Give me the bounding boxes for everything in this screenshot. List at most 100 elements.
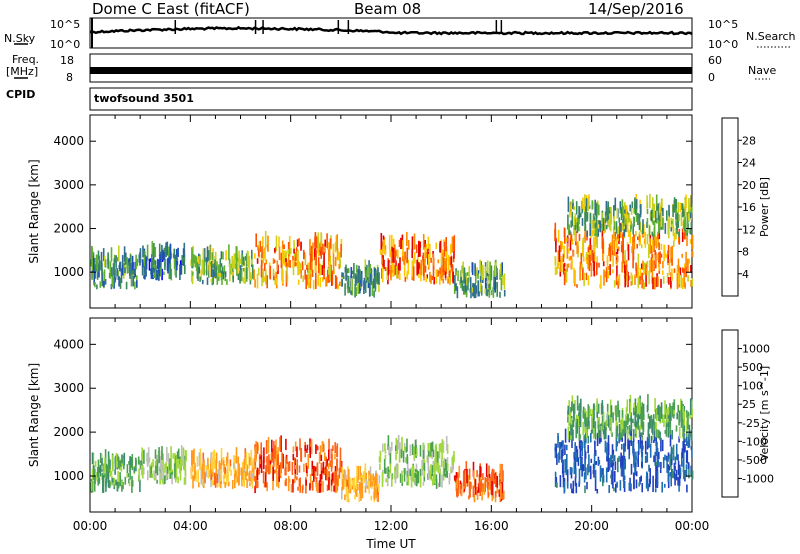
power-echo-cell	[636, 268, 638, 276]
nsky-line	[89, 25, 693, 36]
velocity-echo-cell	[605, 467, 608, 483]
velocity-echo-cell	[422, 481, 425, 486]
velocity-echo-cell	[448, 477, 451, 485]
power-echo-cell	[623, 260, 626, 269]
power-echo-cell	[600, 275, 602, 289]
power-echo-cell	[460, 270, 463, 277]
velocity-echo-cell	[490, 476, 492, 490]
velocity-echo-cell	[684, 444, 686, 452]
velocity-echo-cell	[347, 466, 349, 480]
velocity-echo-cell	[500, 483, 502, 499]
velocity-echo-cell	[164, 475, 166, 485]
velocity-echo-cell	[388, 446, 390, 456]
power-echo-cell	[682, 277, 684, 290]
velocity-echo-cell	[272, 466, 274, 481]
velocity-echo-cell	[558, 452, 560, 463]
power-echo-cell	[179, 264, 181, 280]
power-echo-cell	[678, 265, 680, 273]
power-echo-cell	[668, 210, 670, 220]
velocity-echo-cell	[343, 480, 346, 487]
velocity-echo-cell	[482, 483, 484, 492]
power-echo-cell	[226, 279, 228, 285]
velocity-echo-cell	[675, 425, 678, 432]
velocity-echo-cell	[102, 480, 104, 493]
velocity-echo-cell	[647, 483, 650, 490]
power-echo-cell	[568, 256, 571, 261]
power-echo-cell	[648, 270, 650, 285]
velocity-echo-cell	[114, 463, 117, 468]
velocity-echo-cell	[277, 454, 279, 470]
velocity-echo-cell	[580, 398, 582, 412]
power-echo-cell	[357, 282, 360, 294]
velocity-echo-cell	[564, 428, 567, 443]
power-echo-cell	[96, 284, 98, 290]
velocity-echo-cell	[687, 411, 690, 417]
velocity-echo-cell	[583, 435, 585, 441]
power-echo-cell	[689, 228, 691, 235]
velocity-echo-cell	[436, 459, 438, 470]
nsky-tick-top: 10^5	[50, 18, 81, 31]
velocity-echo-cell	[226, 452, 229, 464]
velocity-echo-cell	[221, 458, 223, 466]
velocity-echo-cell	[650, 415, 653, 429]
power-echo-cell	[650, 210, 653, 222]
velocity-echo-cell	[444, 459, 447, 472]
power-echo-cell	[666, 210, 668, 221]
velocity-echo-cell	[175, 468, 178, 478]
velocity-echo-cell	[355, 476, 358, 490]
velocity-echo-cell	[479, 477, 482, 487]
velocity-echo-cell	[682, 441, 684, 449]
power-echo-cell	[675, 214, 677, 226]
velocity-echo-cell	[584, 426, 586, 433]
velocity-echo-cell	[388, 471, 391, 478]
velocity-echo-cell	[668, 417, 670, 428]
velocity-echo-cell	[691, 449, 693, 458]
power-echo-cell	[640, 244, 643, 249]
velocity-echo-cell	[654, 398, 656, 413]
power-echo-cell	[652, 240, 654, 251]
power-echo-cell	[687, 275, 689, 282]
power-colorbar-label-5: 8	[742, 246, 749, 259]
power-echo-cell	[614, 197, 617, 211]
power-echo-cell	[571, 211, 574, 227]
power-echo-cell	[651, 260, 654, 270]
power-echo-cell	[240, 267, 243, 282]
velocity-echo-cell	[328, 438, 330, 452]
power-echo-cell	[567, 263, 570, 268]
velocity-echo-cell	[427, 443, 430, 453]
power-echo-cell	[578, 208, 581, 219]
power-echo-cell	[465, 292, 468, 298]
power-echo-cell	[397, 250, 399, 259]
velocity-echo-cell	[395, 463, 398, 479]
power-echo-cell	[571, 202, 573, 208]
velocity-echo-cell	[670, 405, 672, 421]
velocity-echo-cell	[385, 478, 387, 482]
velocity-echo-cell	[162, 464, 164, 481]
power-echo-cell	[124, 267, 126, 273]
velocity-echo-cell	[493, 478, 496, 484]
power-echo-cell	[142, 245, 144, 258]
velocity-echo-cell	[166, 466, 169, 480]
velocity-echo-cell	[152, 459, 154, 468]
velocity-echo-cell	[256, 467, 259, 481]
power-echo-cell	[329, 238, 332, 249]
velocity-echo-cell	[664, 430, 667, 434]
power-echo-cell	[296, 251, 299, 268]
velocity-ytick-label-0: 4000	[53, 337, 84, 351]
velocity-echo-cell	[468, 495, 470, 500]
power-echo-cell	[190, 270, 193, 282]
velocity-echo-cell	[387, 466, 389, 477]
velocity-echo-cell	[607, 415, 610, 428]
power-echo-cell	[437, 259, 440, 264]
velocity-echo-cell	[284, 456, 287, 467]
velocity-echo-cell	[371, 481, 374, 487]
velocity-echo-cell	[156, 459, 159, 476]
velocity-echo-cell	[292, 479, 294, 493]
velocity-echo-cell	[602, 468, 604, 475]
velocity-echo-cell	[320, 467, 323, 480]
power-echo-cell	[658, 262, 660, 271]
power-echo-cell	[239, 265, 242, 271]
velocity-colorbar-label-7: -1000	[742, 472, 774, 485]
power-echo-cell	[579, 266, 581, 281]
velocity-echo-cell	[667, 455, 669, 462]
